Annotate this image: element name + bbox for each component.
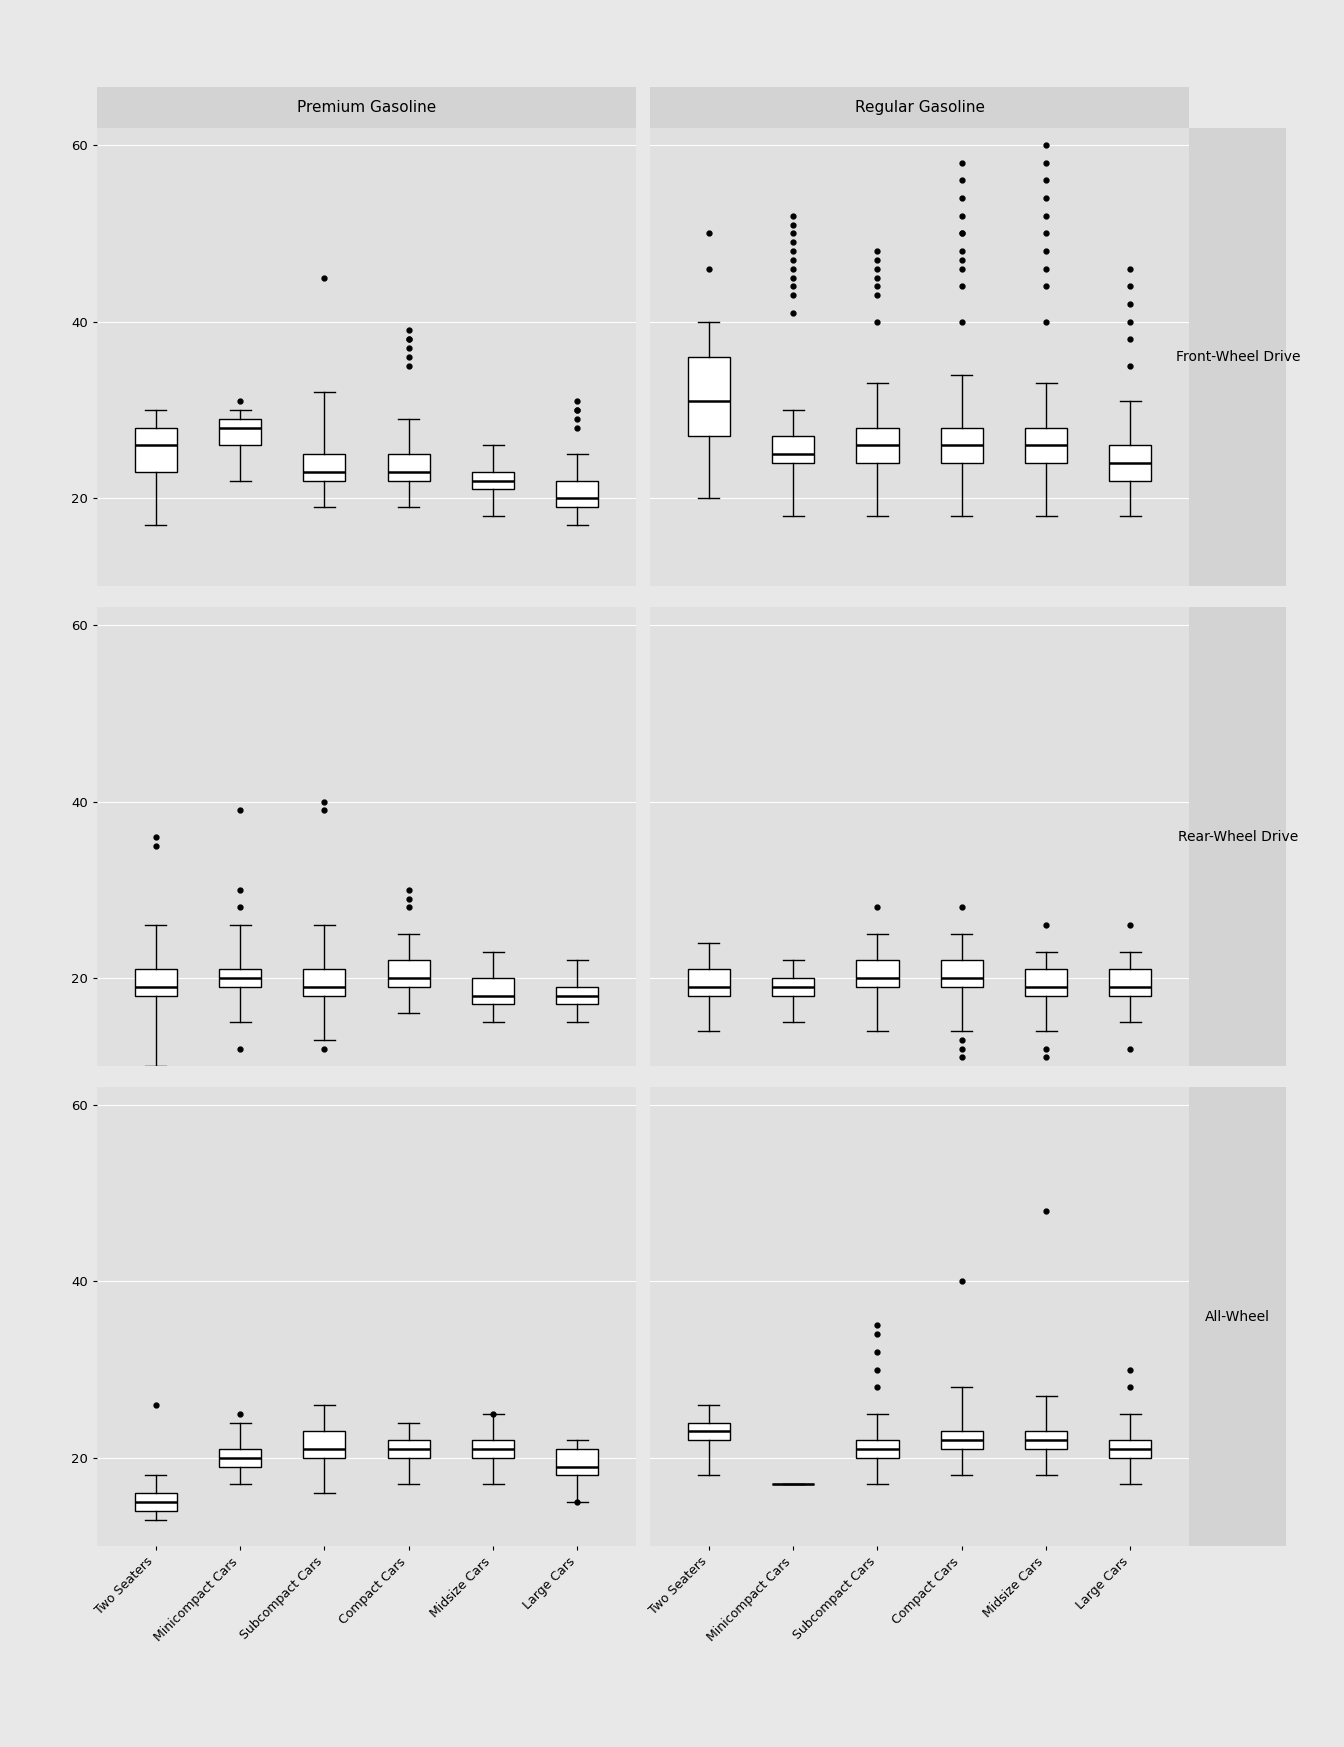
PathPatch shape <box>556 1448 598 1476</box>
PathPatch shape <box>1025 970 1067 996</box>
PathPatch shape <box>304 970 345 996</box>
PathPatch shape <box>219 1448 261 1467</box>
PathPatch shape <box>472 978 515 1005</box>
Text: Premium Gasoline: Premium Gasoline <box>297 100 437 115</box>
PathPatch shape <box>856 1440 899 1457</box>
PathPatch shape <box>1109 445 1152 480</box>
PathPatch shape <box>1025 1431 1067 1448</box>
PathPatch shape <box>856 961 899 987</box>
PathPatch shape <box>771 437 814 463</box>
PathPatch shape <box>134 1494 177 1511</box>
PathPatch shape <box>304 454 345 480</box>
PathPatch shape <box>1025 428 1067 463</box>
Text: Regular Gasoline: Regular Gasoline <box>855 100 985 115</box>
PathPatch shape <box>1109 970 1152 996</box>
Text: Front-Wheel Drive: Front-Wheel Drive <box>1176 349 1300 363</box>
PathPatch shape <box>941 428 982 463</box>
PathPatch shape <box>134 428 177 472</box>
Text: All-Wheel: All-Wheel <box>1206 1310 1270 1324</box>
PathPatch shape <box>688 1422 730 1440</box>
PathPatch shape <box>472 472 515 489</box>
PathPatch shape <box>941 961 982 987</box>
PathPatch shape <box>134 970 177 996</box>
PathPatch shape <box>941 1431 982 1448</box>
Text: Rear-Wheel Drive: Rear-Wheel Drive <box>1177 830 1298 844</box>
PathPatch shape <box>856 428 899 463</box>
PathPatch shape <box>556 987 598 1005</box>
PathPatch shape <box>304 1431 345 1457</box>
PathPatch shape <box>219 419 261 445</box>
PathPatch shape <box>556 480 598 507</box>
PathPatch shape <box>387 961 430 987</box>
PathPatch shape <box>387 1440 430 1457</box>
PathPatch shape <box>1109 1440 1152 1457</box>
PathPatch shape <box>771 978 814 996</box>
PathPatch shape <box>688 356 730 437</box>
PathPatch shape <box>688 970 730 996</box>
PathPatch shape <box>472 1440 515 1457</box>
PathPatch shape <box>387 454 430 480</box>
PathPatch shape <box>219 970 261 987</box>
